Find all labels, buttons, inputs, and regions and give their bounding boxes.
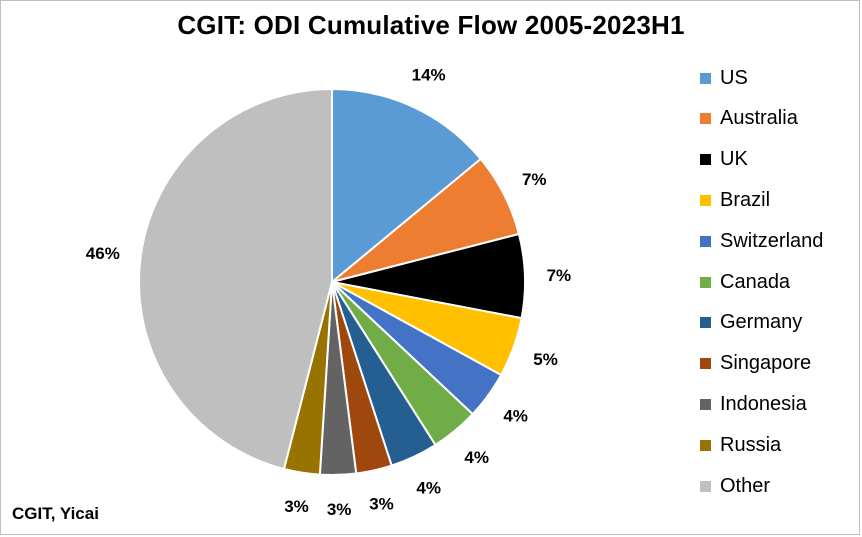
legend-swatch (700, 194, 711, 206)
pie-slice-us (331, 87, 483, 285)
legend-item-singapore: Singapore (700, 352, 811, 376)
legend-item-switzerland: Switzerland (700, 229, 823, 253)
legend-label: Indonesia (720, 392, 807, 415)
data-label-singapore: 3% (369, 495, 394, 514)
data-label-germany: 4% (416, 478, 441, 497)
data-label-canada: 4% (464, 448, 489, 467)
legend-label: Russia (720, 433, 782, 456)
legend-swatch (700, 358, 711, 370)
legend-item-indonesia: Indonesia (700, 392, 807, 416)
legend-swatch (700, 398, 711, 410)
legend-swatch (700, 480, 711, 492)
legend-label: Canada (720, 270, 791, 293)
data-label-brazil: 5% (533, 350, 558, 369)
legend-item-canada: Canada (700, 270, 790, 294)
legend-label: Switzerland (720, 229, 824, 252)
legend-swatch (700, 113, 711, 125)
legend-swatch (700, 154, 711, 166)
data-label-other: 46% (86, 244, 120, 263)
legend-label: Singapore (720, 352, 812, 375)
legend-label: Australia (720, 107, 798, 130)
legend-item-russia: Russia (700, 433, 781, 457)
source-note: CGIT, Yicai (12, 504, 99, 523)
data-label-uk: 7% (547, 266, 572, 285)
legend-swatch (700, 439, 711, 451)
legend-label: Brazil (720, 188, 771, 211)
data-label-us: 14% (412, 66, 446, 85)
legend-item-australia: Australia (700, 107, 798, 131)
legend-item-brazil: Brazil (700, 188, 770, 212)
legend-item-germany: Germany (700, 311, 802, 335)
legend-swatch (700, 235, 711, 247)
legend-label: Germany (720, 311, 803, 334)
legend-label: Other (720, 474, 771, 497)
chart-title: CGIT: ODI Cumulative Flow 2005-2023H1 (177, 10, 685, 40)
legend-item-other: Other (700, 474, 770, 498)
legend-swatch (700, 72, 711, 84)
legend-label: US (720, 66, 748, 89)
legend-swatch (700, 317, 711, 329)
data-label-russia: 3% (284, 497, 309, 516)
data-label-switzerland: 4% (503, 406, 528, 425)
legend-label: UK (720, 148, 748, 171)
pie-slice-other (138, 87, 333, 471)
legend-swatch (700, 276, 711, 288)
data-label-australia: 7% (522, 170, 547, 189)
legend-item-uk: UK (700, 148, 748, 172)
data-label-indonesia: 3% (327, 500, 352, 519)
legend-item-us: US (700, 66, 748, 90)
